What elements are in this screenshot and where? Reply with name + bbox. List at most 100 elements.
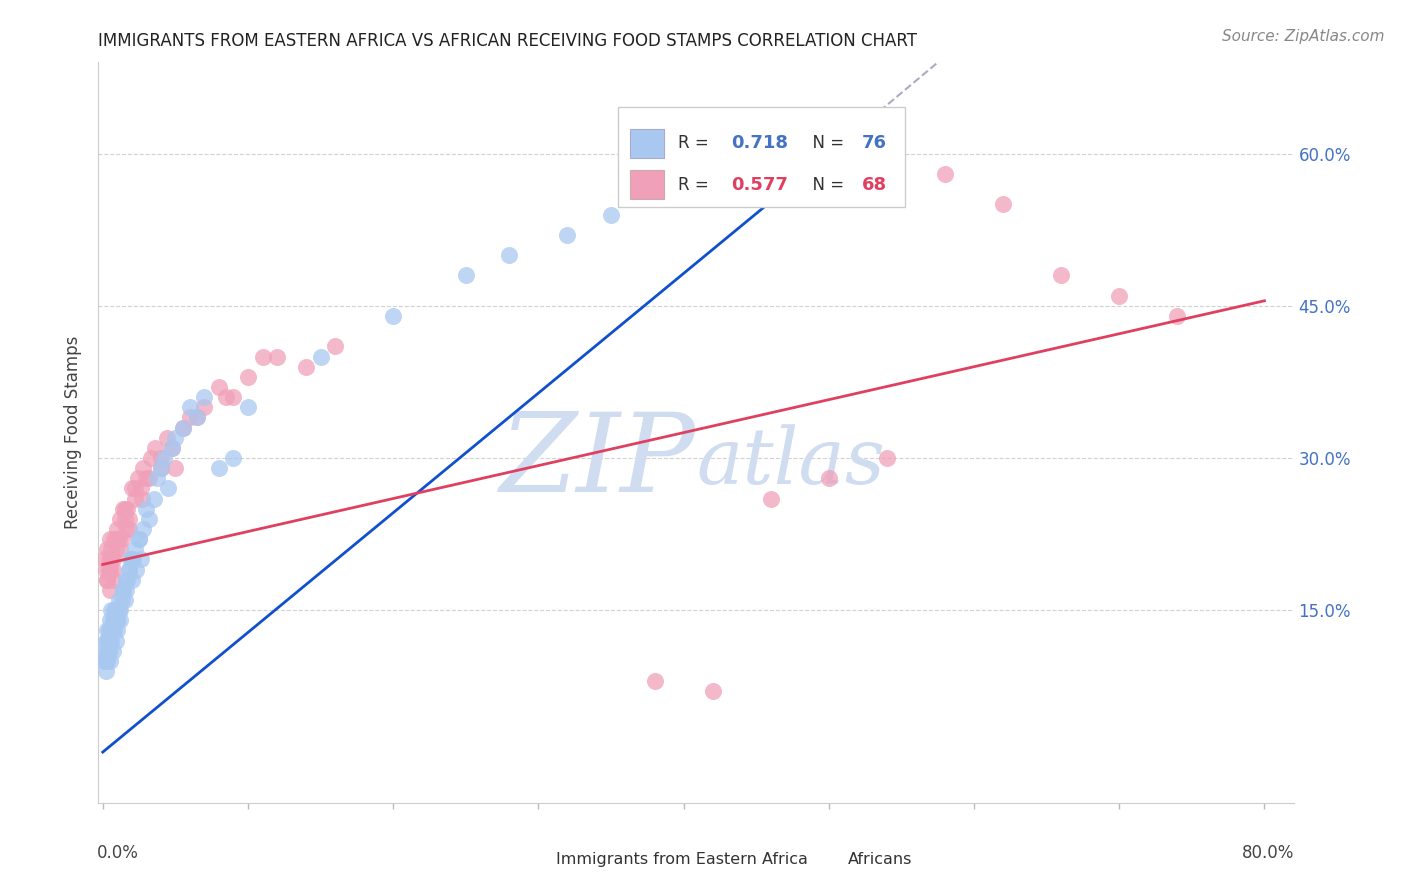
Point xyxy=(93,643,115,657)
Point xyxy=(125,562,148,576)
Point xyxy=(179,410,201,425)
Point xyxy=(128,532,150,546)
Point xyxy=(100,603,122,617)
Point xyxy=(121,552,143,566)
Point xyxy=(118,522,141,536)
Point xyxy=(105,532,128,546)
Point xyxy=(131,491,153,506)
Point xyxy=(96,643,118,657)
Point xyxy=(222,390,245,404)
Point xyxy=(132,461,155,475)
Point xyxy=(105,624,128,638)
Point xyxy=(145,471,167,485)
Point xyxy=(991,197,1014,211)
Point xyxy=(124,542,146,557)
Point xyxy=(186,410,208,425)
Point xyxy=(702,684,724,698)
Point xyxy=(114,501,136,516)
Point xyxy=(498,248,520,262)
Point xyxy=(139,450,162,465)
Point xyxy=(101,552,124,566)
Point xyxy=(101,562,124,576)
Point xyxy=(208,461,231,475)
Point xyxy=(114,512,136,526)
Text: N =: N = xyxy=(803,176,849,194)
Point xyxy=(97,624,120,638)
Point xyxy=(149,461,172,475)
Point xyxy=(115,573,138,587)
Point xyxy=(112,582,135,597)
Point xyxy=(208,380,231,394)
Point xyxy=(98,633,121,648)
Point xyxy=(103,603,125,617)
Point xyxy=(1050,268,1073,283)
Point xyxy=(120,552,142,566)
Point xyxy=(129,482,152,496)
Point xyxy=(266,350,288,364)
Point xyxy=(162,441,184,455)
Point xyxy=(157,482,180,496)
Point xyxy=(759,491,782,506)
Point xyxy=(215,390,238,404)
Point xyxy=(104,633,127,648)
Point xyxy=(179,401,201,415)
Point xyxy=(107,532,129,546)
Point xyxy=(132,522,155,536)
Point xyxy=(118,512,141,526)
Point xyxy=(96,633,118,648)
Text: Source: ZipAtlas.com: Source: ZipAtlas.com xyxy=(1222,29,1385,44)
Point xyxy=(149,461,172,475)
Text: R =: R = xyxy=(678,176,714,194)
Y-axis label: Receiving Food Stamps: Receiving Food Stamps xyxy=(65,336,83,529)
Point xyxy=(94,664,117,678)
Point xyxy=(309,350,332,364)
Point xyxy=(295,359,318,374)
Point xyxy=(96,573,118,587)
Point xyxy=(97,633,120,648)
Point xyxy=(94,633,117,648)
Point xyxy=(117,501,139,516)
Point xyxy=(105,613,128,627)
Text: R =: R = xyxy=(678,134,714,153)
Point xyxy=(94,562,117,576)
Point xyxy=(112,582,135,597)
Point xyxy=(103,624,125,638)
Text: 68: 68 xyxy=(862,176,887,194)
Point xyxy=(138,512,160,526)
Point xyxy=(236,369,259,384)
Point xyxy=(124,482,146,496)
Point xyxy=(143,441,166,455)
Point xyxy=(104,542,127,557)
Point xyxy=(103,613,125,627)
Point xyxy=(100,542,122,557)
Point xyxy=(644,177,666,191)
Point xyxy=(100,624,122,638)
Text: IMMIGRANTS FROM EASTERN AFRICA VS AFRICAN RECEIVING FOOD STAMPS CORRELATION CHAR: IMMIGRANTS FROM EASTERN AFRICA VS AFRICA… xyxy=(98,32,918,50)
Point xyxy=(97,562,120,576)
Point xyxy=(118,562,141,576)
Point xyxy=(193,401,215,415)
Point xyxy=(101,613,124,627)
Bar xyxy=(523,851,553,867)
Point xyxy=(98,582,121,597)
Point xyxy=(156,431,179,445)
Text: atlas: atlas xyxy=(696,424,884,500)
Point xyxy=(129,552,152,566)
Point xyxy=(142,491,165,506)
Point xyxy=(172,420,194,434)
Point xyxy=(152,450,174,465)
Point xyxy=(135,471,157,485)
Point xyxy=(1108,289,1130,303)
Point xyxy=(138,471,160,485)
Point xyxy=(117,573,139,587)
Point xyxy=(165,461,187,475)
Point xyxy=(108,613,131,627)
Text: 80.0%: 80.0% xyxy=(1243,844,1295,862)
Point xyxy=(124,491,146,506)
Point xyxy=(97,552,120,566)
Point xyxy=(105,522,128,536)
Text: Africans: Africans xyxy=(848,852,912,866)
Point xyxy=(98,562,121,576)
Point xyxy=(186,410,208,425)
Point xyxy=(118,562,141,576)
